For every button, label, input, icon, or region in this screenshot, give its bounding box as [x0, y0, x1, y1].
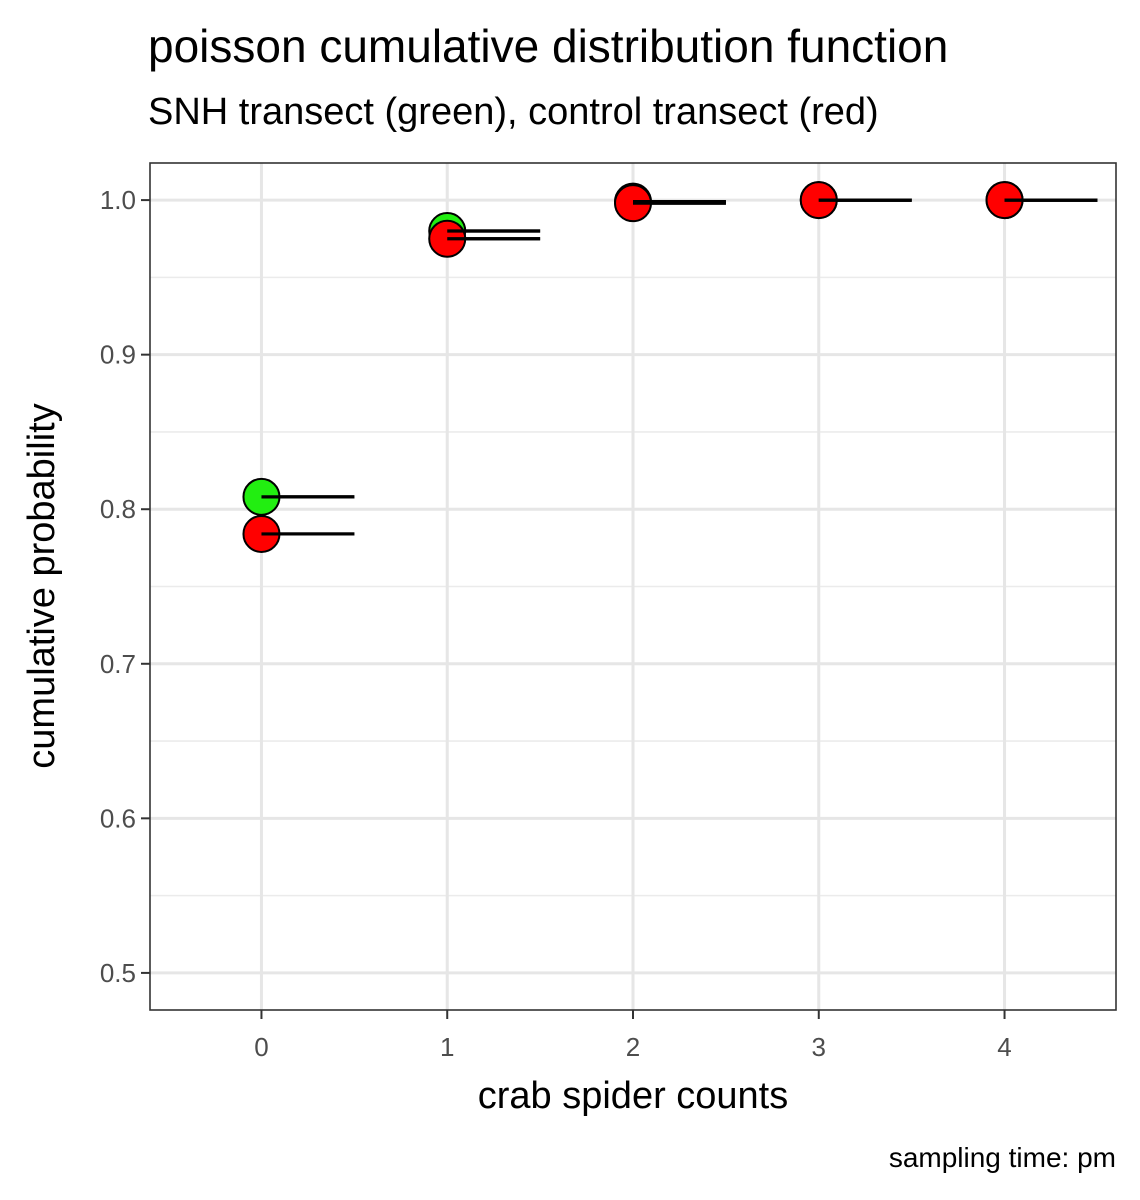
y-axis-label: cumulative probability: [21, 403, 63, 769]
y-tick-label: 0.7: [100, 649, 136, 679]
major-gridlines: [150, 163, 1116, 1010]
x-tick-label: 2: [626, 1032, 640, 1062]
y-tick-label: 0.9: [100, 340, 136, 370]
y-axis-ticks: 0.5 0.6 0.7 0.8 0.9 1.0: [100, 185, 150, 988]
x-tick-label: 0: [254, 1032, 268, 1062]
y-tick-label: 0.8: [100, 494, 136, 524]
y-tick-label: 0.6: [100, 803, 136, 833]
data-points: [242, 181, 1098, 553]
x-axis-ticks: 0 1 2 3 4: [254, 1010, 1012, 1062]
y-tick-label: 1.0: [100, 185, 136, 215]
caption: sampling time: pm: [888, 1142, 1116, 1173]
x-tick-label: 1: [440, 1032, 454, 1062]
chart-subtitle: SNH transect (green), control transect (…: [148, 91, 879, 133]
chart-title: poisson cumulative distribution function: [148, 20, 949, 72]
x-tick-label: 4: [997, 1032, 1011, 1062]
x-tick-label: 3: [812, 1032, 826, 1062]
x-axis-label: crab spider counts: [477, 1075, 789, 1117]
y-tick-label: 0.5: [100, 958, 136, 988]
